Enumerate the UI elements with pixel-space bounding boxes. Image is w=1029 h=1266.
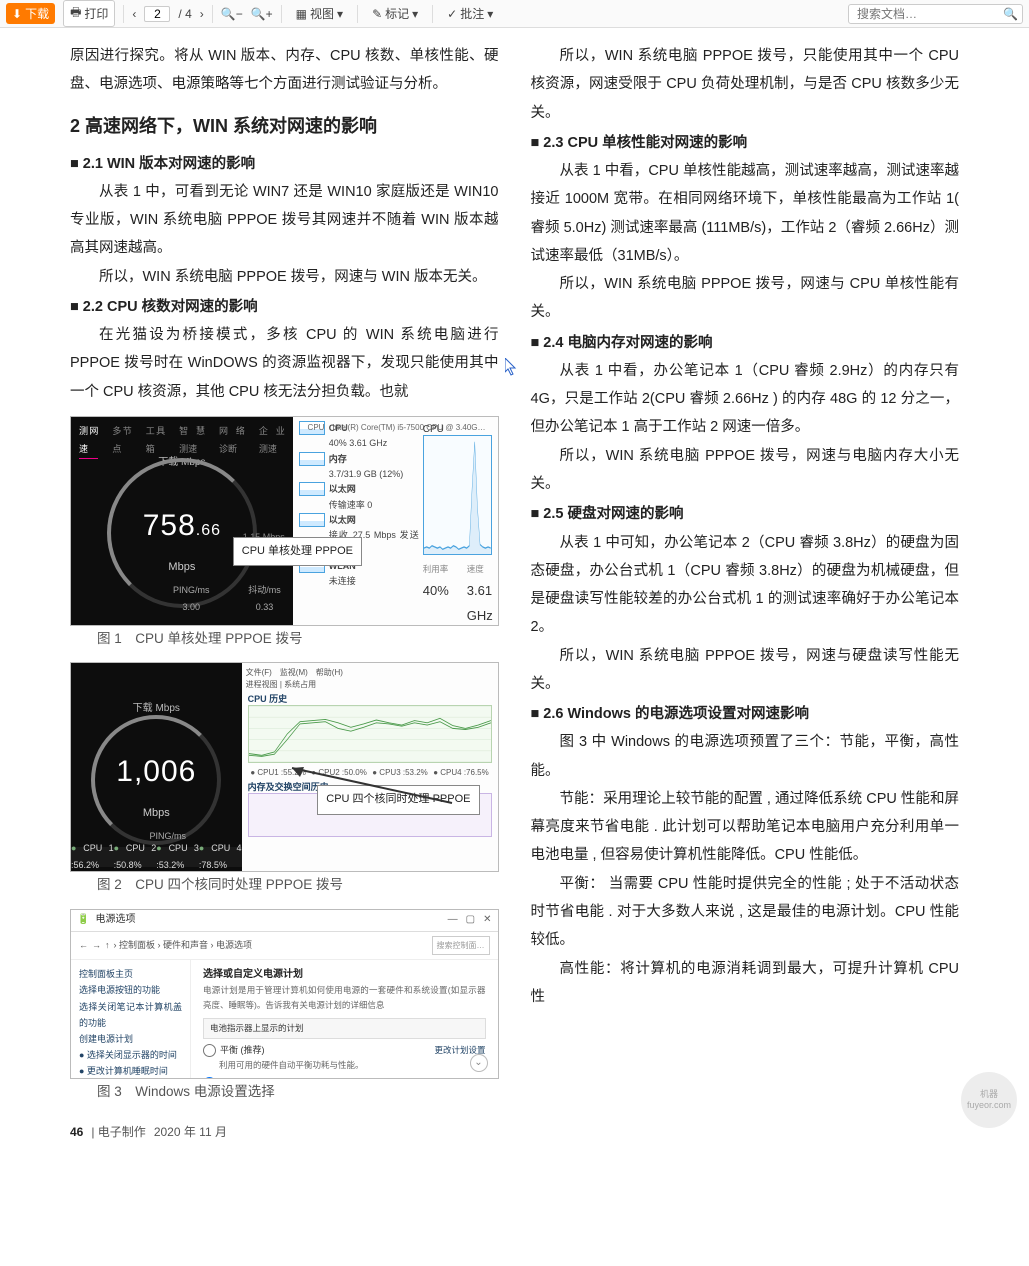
separator xyxy=(432,5,433,23)
fig3-sidebar: 控制面板主页选择电源按钮的功能选择关闭笔记本计算机盖的功能创建电源计划● 选择关… xyxy=(71,960,191,1078)
subheading: ■ 2.4 电脑内存对网速的影响 xyxy=(531,329,960,357)
fig1-speedtest-panel: 测网速多节点 工具箱智慧测速 网络诊断企业测速 下载 Mbps 758.66 M… xyxy=(71,417,293,625)
subheading: ■ 2.2 CPU 核数对网速的影响 xyxy=(70,293,499,321)
battery-icon: 🔋 xyxy=(77,910,89,930)
view-icon: ▦ xyxy=(296,7,307,21)
para: 平衡： 当需要 CPU 性能时提供完全的性能 ; 处于不活动状态时节省电能 . … xyxy=(531,870,960,955)
fig2-cores-bar: CPU 1 :56.2%CPU 2 :50.8%CPU 3 :53.2%CPU … xyxy=(71,847,242,867)
fig1-cpu-chart xyxy=(423,435,492,555)
zoom-out-button[interactable]: 🔍− xyxy=(221,7,243,21)
para: 所以，WIN 系统电脑 PPPOE 拨号，网速与电脑内存大小无关。 xyxy=(531,442,960,499)
figure-3: 🔋 电源选项 — ▢ ✕ ← → ↑ › 控制面板 › 硬件和声音 › 电源选项… xyxy=(70,909,499,1105)
page-number: 46 xyxy=(70,1125,83,1139)
search-box[interactable]: 🔍 xyxy=(848,4,1023,24)
fig3-title: 电源选项 xyxy=(95,910,135,930)
fig3-window: 🔋 电源选项 — ▢ ✕ ← → ↑ › 控制面板 › 硬件和声音 › 电源选项… xyxy=(70,909,499,1079)
maximize-icon[interactable]: ▢ xyxy=(466,910,475,930)
chevron-down-icon: ▾ xyxy=(337,7,343,21)
fig2-gauge: 1,006 Mbps xyxy=(116,743,196,825)
figure-1: 测网速多节点 工具箱智慧测速 网络诊断企业测速 下载 Mbps 758.66 M… xyxy=(70,416,499,652)
fig3-search[interactable]: 搜索控制面… xyxy=(432,936,490,956)
fig2-arrow xyxy=(282,763,462,823)
document-page: 原因进行探究。将从 WIN 版本、内存、CPU 核数、单核性能、硬盘、电源选项、… xyxy=(0,28,1029,1170)
search-icon[interactable]: 🔍 xyxy=(1003,7,1018,21)
fig1-callout: CPU 单核处理 PPPOE xyxy=(233,537,362,566)
fwd-icon[interactable]: → xyxy=(92,937,101,955)
plan-balanced[interactable]: 平衡 (推荐) xyxy=(203,1043,434,1058)
subheading: ■ 2.5 硬盘对网速的影响 xyxy=(531,500,960,528)
para: 从表 1 中看，办公笔记本 1（CPU 睿频 2.9Hz）的内存只有 4G，只是… xyxy=(531,357,960,442)
para: 节能：采用理论上较节能的配置 , 通过降低系统 CPU 性能和屏幕亮度来节省电能… xyxy=(531,785,960,870)
fig1-cpu-stats: 利用率40% 速度3.61 GHz 进程58 线程1018 句柄24769 xyxy=(423,561,492,626)
para: 从表 1 中看，CPU 单核性能越高，测试速率越高，测试速率越接近 1000M … xyxy=(531,157,960,270)
para: 图 3 中 Windows 的电源选项预置了三个：节能，平衡，高性能。 xyxy=(531,728,960,785)
mark-label: 标记 xyxy=(385,5,409,22)
para: 从表 1 中可知，办公笔记本 2（CPU 睿频 3.8Hz）的硬盘为固态硬盘，办… xyxy=(531,529,960,642)
page-footer: 46 | 电子制作 2020 年 11 月 xyxy=(70,1123,959,1140)
mark-icon: ✎ xyxy=(372,7,382,21)
chevron-down-icon: ▾ xyxy=(487,7,493,21)
search-input[interactable] xyxy=(853,5,1003,23)
collapse-icon[interactable]: ⌄ xyxy=(470,1054,488,1072)
view-button[interactable]: ▦ 视图 ▾ xyxy=(290,3,349,24)
up-icon[interactable]: ↑ xyxy=(105,937,110,955)
para: 所以，WIN 系统电脑 PPPOE 拨号，网速与 WIN 版本无关。 xyxy=(70,263,499,291)
separator xyxy=(281,5,282,23)
chevron-down-icon: ▾ xyxy=(412,7,418,21)
fig3-breadcrumb: ← → ↑ › 控制面板 › 硬件和声音 › 电源选项 搜索控制面… xyxy=(71,932,498,961)
view-label: 视图 xyxy=(310,5,334,22)
fig1-gauge: 758.66 Mbps xyxy=(143,497,221,579)
download-button[interactable]: ⬇ 下载 xyxy=(6,3,55,24)
subheading: ■ 2.6 Windows 的电源选项设置对网速影响 xyxy=(531,700,960,728)
download-label: 下载 xyxy=(25,5,49,22)
change-plan-link[interactable]: 更改计划设置 xyxy=(434,1076,485,1078)
figure-2: 下载 Mbps 1,006 Mbps PING/ms7.59 CPU 1 :56… xyxy=(70,662,499,898)
fig1-taskmgr-panel: CPU40% 3.61 GHz内存3.7/31.9 GB (12%)以太网传输速… xyxy=(293,417,498,625)
prev-page-button[interactable]: ‹ xyxy=(132,7,136,21)
subheading: ■ 2.1 WIN 版本对网速的影响 xyxy=(70,150,499,178)
download-icon: ⬇ xyxy=(12,7,22,21)
heading-2: 2 高速网络下，WIN 系统对网速的影响 xyxy=(70,109,499,144)
approve-label: 批注 xyxy=(460,5,484,22)
print-button[interactable]: 🖶 打印 xyxy=(63,0,115,27)
fig3-caption: 图 3 Windows 电源设置选择 xyxy=(70,1079,499,1105)
print-icon: 🖶 xyxy=(70,3,81,24)
approve-icon: ✓ xyxy=(447,7,457,21)
zoom-in-button[interactable]: 🔍+ xyxy=(251,7,273,21)
fig2-caption: 图 2 CPU 四个核同时处理 PPPOE 拨号 xyxy=(70,872,499,898)
fig2-speedtest-panel: 下载 Mbps 1,006 Mbps PING/ms7.59 CPU 1 :56… xyxy=(71,663,242,871)
fig2-resmon-panel: 文件(F) 监视(M) 帮助(H) 进程视图 | 系统占用 CPU 历史 ● C… xyxy=(242,663,498,871)
fig2-cpu-history xyxy=(248,705,492,763)
para: 从表 1 中，可看到无论 WIN7 还是 WIN10 家庭版还是 WIN10 专… xyxy=(70,178,499,263)
footer-journal: | 电子制作 xyxy=(91,1123,145,1140)
approve-button[interactable]: ✓ 批注 ▾ xyxy=(441,3,499,24)
fig1-ping: PING/ms3.00 xyxy=(173,582,210,617)
para: 高性能：将计算机的电源消耗调到最大，可提升计算机 CPU 性 xyxy=(531,955,960,1012)
fig1-jitter: 抖动/ms0.33 xyxy=(248,582,281,617)
separator xyxy=(357,5,358,23)
watermark: 机器 fuyeor.com xyxy=(961,1072,1017,1128)
mark-button[interactable]: ✎ 标记 ▾ xyxy=(366,3,424,24)
page-input[interactable] xyxy=(144,6,170,22)
fig1-caption: 图 1 CPU 单核处理 PPPOE 拨号 xyxy=(70,626,499,652)
close-icon[interactable]: ✕ xyxy=(483,910,491,930)
next-page-button[interactable]: › xyxy=(200,7,204,21)
para: 原因进行探究。将从 WIN 版本、内存、CPU 核数、单核性能、硬盘、电源选项、… xyxy=(70,42,499,99)
minimize-icon[interactable]: — xyxy=(448,910,458,930)
para: 所以，WIN 系统电脑 PPPOE 拨号，网速与硬盘读写性能无关。 xyxy=(531,642,960,699)
subheading: ■ 2.3 CPU 单核性能对网速的影响 xyxy=(531,129,960,157)
para: 所以，WIN 系统电脑 PPPOE 拨号，只能使用其中一个 CPU 核资源，网速… xyxy=(531,42,960,127)
pdf-toolbar: ⬇ 下载 🖶 打印 ‹ / 4 › 🔍− 🔍+ ▦ 视图 ▾ ✎ 标记 ▾ ✓ … xyxy=(0,0,1029,28)
separator xyxy=(123,5,124,23)
plan-highperf[interactable]: 高性能 xyxy=(203,1076,434,1078)
footer-date: 2020 年 11 月 xyxy=(154,1123,227,1140)
page-total: / 4 xyxy=(178,7,191,21)
para: 所以，WIN 系统电脑 PPPOE 拨号，网速与 CPU 单核性能有关。 xyxy=(531,270,960,327)
back-icon[interactable]: ← xyxy=(79,937,88,955)
fig3-main: 选择或自定义电源计划 电源计划是用于管理计算机如何使用电源的一套硬件和系统设置(… xyxy=(191,960,498,1078)
fig1-cpu-title: CPU Intel(R) Core(TM) i5-7500 CPU @ 3.40… xyxy=(308,420,486,436)
separator xyxy=(212,5,213,23)
print-label: 打印 xyxy=(84,5,108,22)
para: 在光猫设为桥接模式，多核 CPU 的 WIN 系统电脑进行 PPPOE 拨号时在… xyxy=(70,321,499,406)
